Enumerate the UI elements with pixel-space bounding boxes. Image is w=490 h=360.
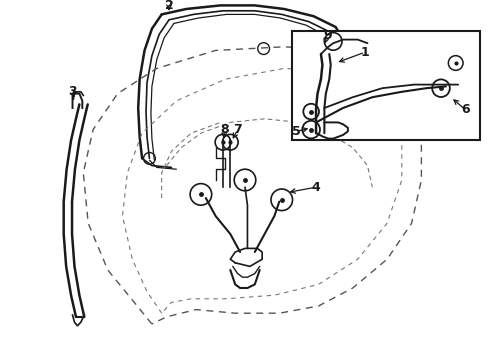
Text: 4: 4 bbox=[312, 181, 320, 194]
Text: 1: 1 bbox=[361, 46, 369, 59]
Text: 2: 2 bbox=[165, 0, 173, 12]
Text: 5: 5 bbox=[292, 125, 301, 138]
Text: 3: 3 bbox=[68, 85, 77, 98]
Text: 6: 6 bbox=[461, 103, 470, 116]
Bar bbox=[292, 31, 480, 140]
Text: 8: 8 bbox=[220, 123, 229, 136]
Text: 7: 7 bbox=[233, 123, 242, 136]
Text: 9: 9 bbox=[323, 29, 332, 42]
